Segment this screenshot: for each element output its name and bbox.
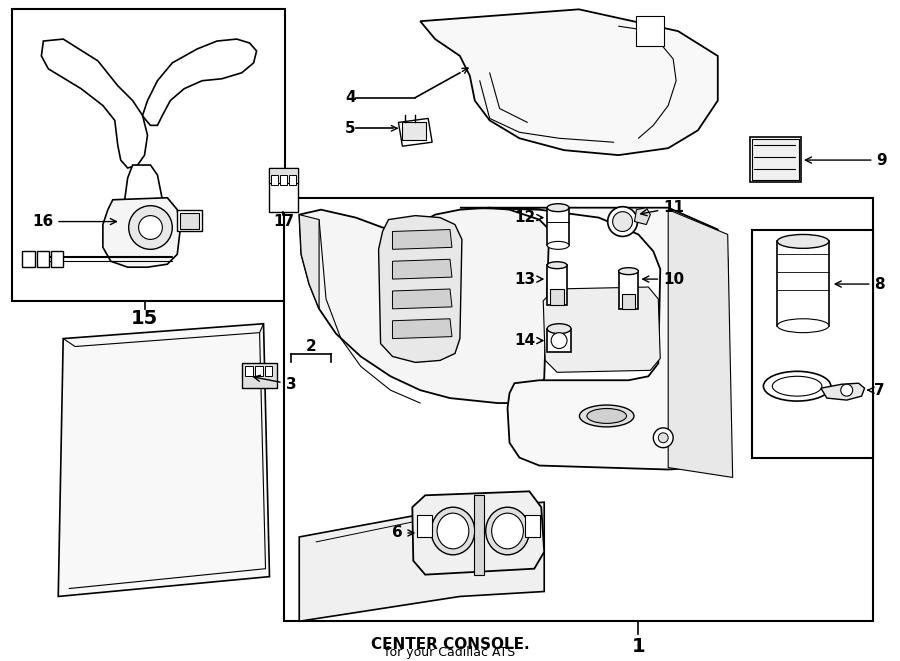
Ellipse shape	[580, 405, 634, 427]
Text: 12: 12	[514, 210, 543, 225]
Text: 1: 1	[632, 637, 645, 656]
Bar	[284, 198, 872, 621]
Ellipse shape	[587, 408, 626, 424]
Polygon shape	[122, 165, 165, 251]
Bar	[618, 271, 638, 309]
Circle shape	[551, 332, 567, 348]
Text: 3: 3	[254, 375, 296, 392]
Ellipse shape	[608, 207, 637, 237]
Bar	[526, 515, 540, 537]
Bar	[752, 139, 799, 180]
Bar	[402, 122, 427, 140]
Bar	[622, 294, 635, 309]
Polygon shape	[544, 287, 661, 372]
Polygon shape	[392, 289, 452, 309]
Bar	[636, 17, 664, 46]
Ellipse shape	[778, 319, 829, 332]
Ellipse shape	[547, 204, 569, 212]
Text: 15: 15	[130, 309, 158, 329]
Text: 8: 8	[835, 276, 885, 292]
Polygon shape	[103, 198, 180, 267]
Polygon shape	[634, 208, 651, 225]
Text: 7: 7	[868, 383, 885, 398]
Ellipse shape	[763, 371, 831, 401]
Text: 10: 10	[643, 272, 684, 287]
Text: 16: 16	[32, 214, 116, 229]
Text: 6: 6	[392, 525, 414, 541]
Circle shape	[129, 206, 172, 249]
Bar	[547, 265, 567, 305]
Ellipse shape	[431, 507, 475, 555]
Polygon shape	[420, 9, 718, 155]
Bar	[778, 241, 829, 326]
Polygon shape	[299, 215, 320, 309]
Bar	[12, 9, 285, 301]
Text: 13: 13	[514, 272, 543, 287]
Bar	[752, 229, 872, 457]
Polygon shape	[392, 229, 452, 249]
Polygon shape	[821, 383, 865, 400]
Circle shape	[653, 428, 673, 447]
Bar	[180, 213, 199, 229]
Polygon shape	[142, 39, 256, 126]
Text: 14: 14	[514, 333, 543, 348]
Ellipse shape	[613, 212, 633, 231]
Polygon shape	[392, 319, 452, 338]
Text: 11: 11	[641, 200, 684, 215]
Bar	[289, 175, 296, 185]
Polygon shape	[399, 118, 432, 146]
Bar	[51, 251, 63, 267]
Bar	[22, 251, 35, 267]
Ellipse shape	[491, 513, 524, 549]
Bar	[255, 366, 263, 376]
Text: CENTER CONSOLE.: CENTER CONSOLE.	[371, 637, 529, 652]
Bar	[268, 168, 298, 212]
Bar	[245, 366, 253, 376]
Bar	[418, 515, 432, 537]
Circle shape	[841, 384, 852, 396]
Polygon shape	[668, 210, 733, 477]
Ellipse shape	[618, 268, 638, 274]
Ellipse shape	[437, 513, 469, 549]
Bar	[242, 364, 277, 388]
Ellipse shape	[486, 507, 529, 555]
Bar	[473, 495, 483, 574]
Polygon shape	[299, 502, 544, 621]
Text: 2: 2	[306, 339, 317, 354]
Bar	[268, 168, 298, 183]
Polygon shape	[379, 215, 462, 362]
Bar	[547, 329, 571, 352]
Text: 9: 9	[806, 153, 887, 168]
Polygon shape	[460, 208, 728, 469]
Bar	[750, 137, 801, 182]
Circle shape	[139, 215, 162, 239]
Text: 5: 5	[346, 121, 356, 136]
Ellipse shape	[772, 376, 822, 396]
Polygon shape	[412, 491, 544, 574]
Ellipse shape	[547, 324, 571, 334]
Bar	[272, 175, 278, 185]
Bar	[547, 208, 569, 245]
Ellipse shape	[778, 235, 829, 249]
Bar	[38, 251, 50, 267]
Ellipse shape	[547, 262, 567, 268]
Polygon shape	[299, 208, 549, 403]
Text: 17: 17	[273, 214, 294, 229]
Bar	[550, 289, 564, 305]
Polygon shape	[58, 324, 269, 596]
Circle shape	[658, 433, 668, 443]
Polygon shape	[41, 39, 148, 168]
Ellipse shape	[547, 241, 569, 249]
Text: 4: 4	[346, 90, 356, 105]
Polygon shape	[392, 259, 452, 279]
Bar	[177, 210, 202, 231]
Bar	[281, 175, 287, 185]
Text: for your Cadillac ATS: for your Cadillac ATS	[385, 646, 515, 658]
Bar	[265, 366, 273, 376]
